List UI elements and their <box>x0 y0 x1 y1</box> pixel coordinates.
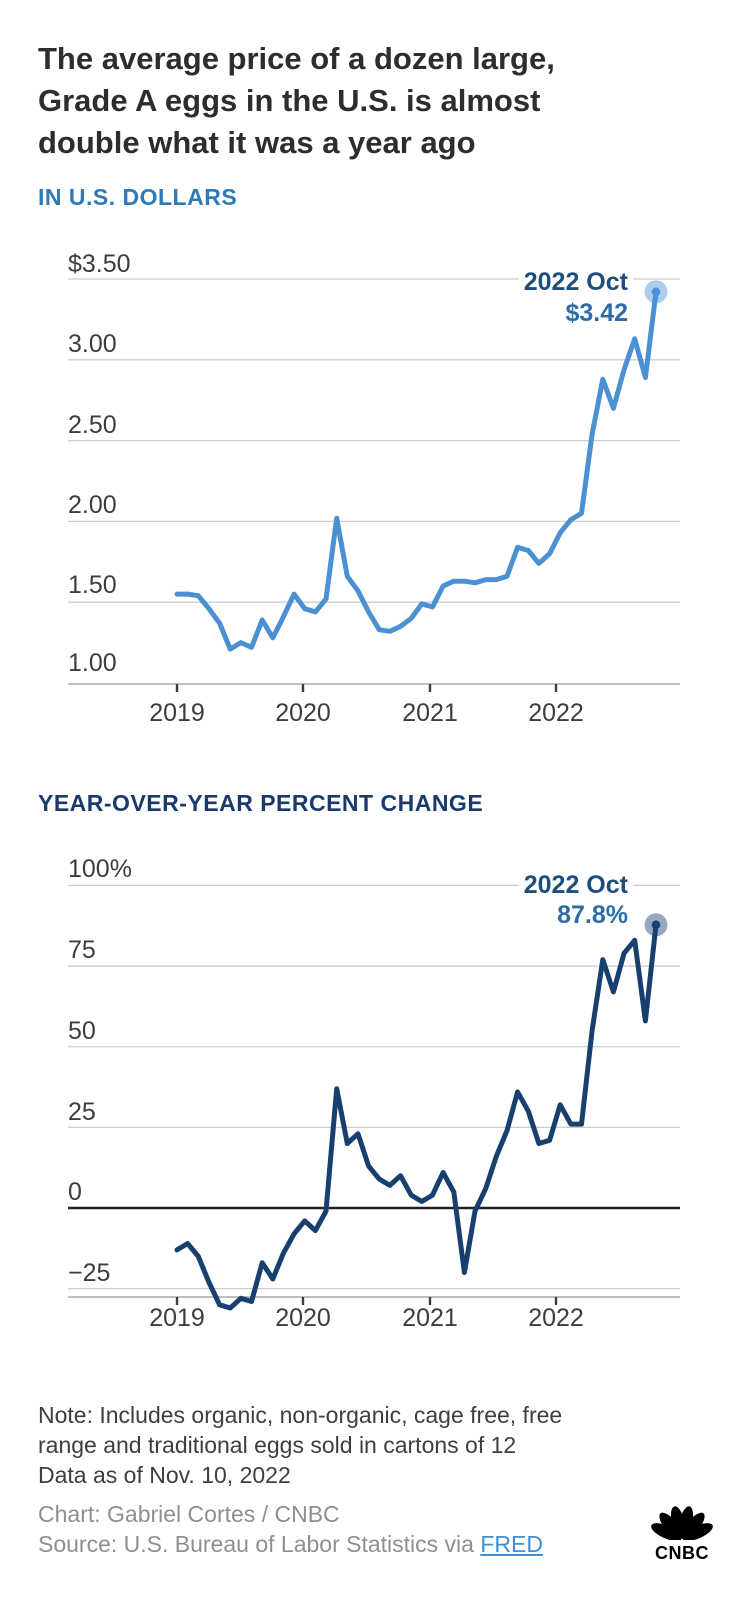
footnote-line-2: range and traditional eggs sold in carto… <box>38 1432 517 1458</box>
chart2-annotation-date: 2022 Oct <box>518 871 633 899</box>
data-as-of: Data as of Nov. 10, 2022 <box>38 1462 291 1488</box>
chart1-annotation-value: $3.42 <box>565 299 628 327</box>
chart-credit: Chart: Gabriel Cortes / CNBC <box>38 1501 340 1527</box>
chart1-ytick-100: 1.00 <box>68 649 117 677</box>
chart2-xtick-2021: 2021 <box>402 1304 458 1332</box>
chart1-heading: IN U.S. DOLLARS <box>38 184 238 210</box>
page-title-line-2: Grade A eggs in the U.S. is almost <box>38 83 541 118</box>
chart2-xtick-2019: 2019 <box>149 1304 205 1332</box>
chart1-annotation-date: 2022 Oct <box>518 268 633 296</box>
chart1-ytick-250: 2.50 <box>68 411 117 439</box>
page-title-line-1: The average price of a dozen large, <box>38 41 555 76</box>
chart1-ytick-200: 2.00 <box>68 491 117 519</box>
chart2-ytick-50: 50 <box>68 1017 96 1045</box>
chart2-heading: YEAR-OVER-YEAR PERCENT CHANGE <box>38 790 484 816</box>
footnote-line-1: Note: Includes organic, non-organic, cag… <box>38 1402 563 1428</box>
source-line: Source: U.S. Bureau of Labor Statistics … <box>38 1529 658 1559</box>
chart1-xtick-2021: 2021 <box>402 699 458 727</box>
source-text: Source: U.S. Bureau of Labor Statistics … <box>38 1531 481 1557</box>
cnbc-logo-text: CNBC <box>655 1543 709 1563</box>
chart1-xtick-2022: 2022 <box>528 699 584 727</box>
chart2-ytick-0: 0 <box>68 1178 82 1206</box>
chart1-ytick-150: 1.50 <box>68 571 117 599</box>
chart1-xtick-2020: 2020 <box>275 699 331 727</box>
chart1-xtick-2019: 2019 <box>149 699 205 727</box>
chart2-ytick-75: 75 <box>68 936 96 964</box>
chart1-ytick-300: 3.00 <box>68 330 117 358</box>
peacock-icon <box>651 1506 713 1541</box>
chart2-ytick-neg25: −25 <box>68 1259 111 1287</box>
chart1-ytick-350: $3.50 <box>68 250 131 278</box>
cnbc-logo: CNBC <box>642 1496 722 1564</box>
chart2-xtick-2020: 2020 <box>275 1304 331 1332</box>
chart2-xtick-2022: 2022 <box>528 1304 584 1332</box>
chart2-ytick-100: 100% <box>68 855 132 883</box>
chart2-ytick-25: 25 <box>68 1098 96 1126</box>
page-title-line-3: double what it was a year ago <box>38 125 476 160</box>
fred-link[interactable]: FRED <box>480 1531 543 1557</box>
chart2-annotation-value: 87.8% <box>557 901 628 929</box>
